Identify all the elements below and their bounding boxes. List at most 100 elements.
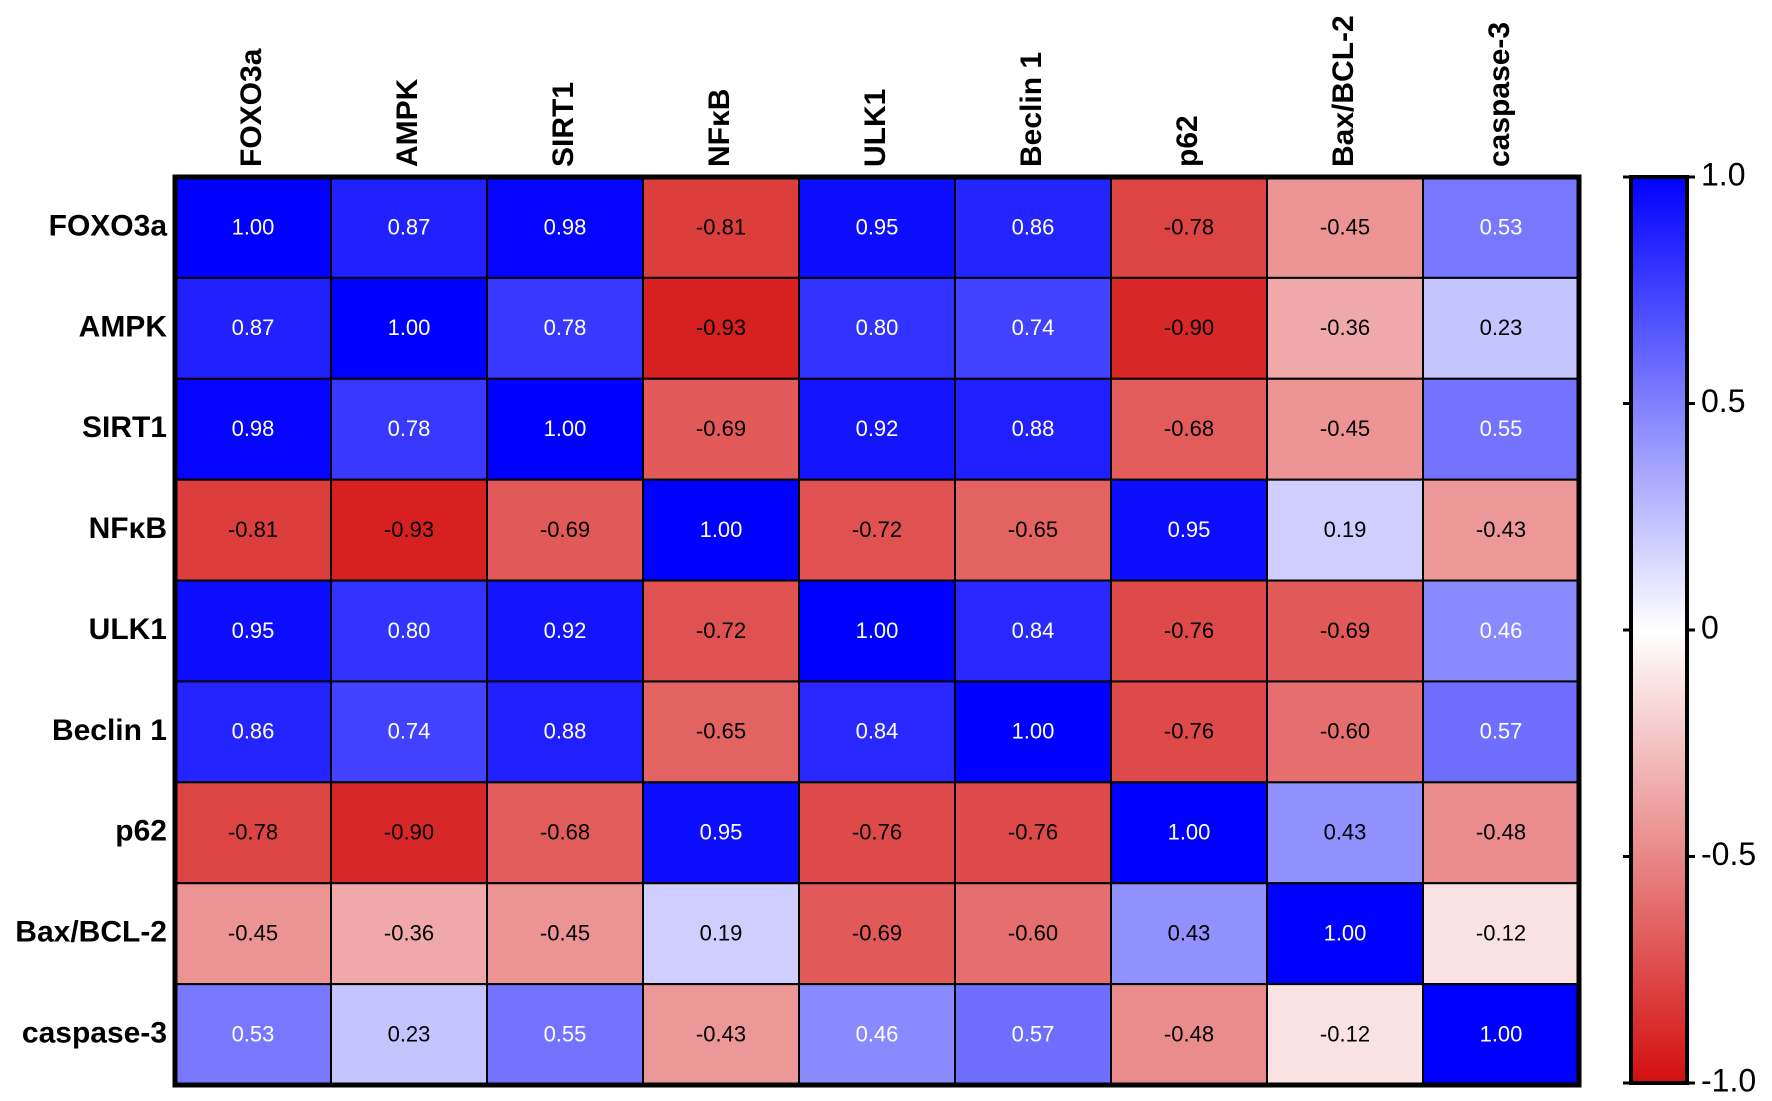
heatmap-cell bbox=[174, 478, 332, 582]
cell-label: 1.00 bbox=[700, 517, 743, 542]
colorbar-label: -0.5 bbox=[1701, 836, 1756, 872]
heatmap-cell bbox=[330, 478, 488, 582]
col-label: AMPK bbox=[391, 78, 424, 167]
cell-label: 0.57 bbox=[1012, 1021, 1055, 1046]
cell-label: 1.00 bbox=[1012, 719, 1055, 744]
heatmap-cell bbox=[1266, 680, 1424, 784]
row-label: p62 bbox=[115, 815, 167, 848]
cell-label: -0.65 bbox=[1008, 517, 1058, 542]
cell-label: -0.78 bbox=[228, 820, 278, 845]
cell-label: -0.45 bbox=[228, 920, 278, 945]
cell-label: 0.88 bbox=[1012, 416, 1055, 441]
cell-label: -0.45 bbox=[1320, 416, 1370, 441]
cell-label: 0.98 bbox=[544, 214, 587, 239]
cell-label: 0.95 bbox=[700, 820, 743, 845]
cell-label: -0.68 bbox=[1164, 416, 1214, 441]
heatmap-cell bbox=[174, 377, 332, 481]
cell-label: -0.69 bbox=[852, 920, 902, 945]
cell-label: 0.23 bbox=[1480, 315, 1523, 340]
cell-label: 0.74 bbox=[1012, 315, 1055, 340]
cell-label: 1.00 bbox=[856, 618, 899, 643]
cell-label: -0.43 bbox=[696, 1021, 746, 1046]
heatmap-cell bbox=[1110, 377, 1268, 481]
cell-label: -0.76 bbox=[1008, 820, 1058, 845]
cell-label: 1.00 bbox=[1168, 820, 1211, 845]
cell-label: -0.76 bbox=[852, 820, 902, 845]
cell-label: -0.72 bbox=[696, 618, 746, 643]
cell-label: -0.68 bbox=[540, 820, 590, 845]
col-label: p62 bbox=[1171, 115, 1204, 167]
cell-label: 0.43 bbox=[1168, 920, 1211, 945]
cell-label: -0.48 bbox=[1164, 1021, 1214, 1046]
heatmap-cell bbox=[642, 377, 800, 481]
heatmap-cell bbox=[798, 781, 956, 885]
cell-label: 0.55 bbox=[1480, 416, 1523, 441]
cell-label: 0.57 bbox=[1480, 719, 1523, 744]
heatmap-cell bbox=[642, 579, 800, 683]
heatmap-cell bbox=[486, 680, 644, 784]
row-label: NFκB bbox=[89, 512, 167, 545]
heatmap-cell bbox=[1266, 276, 1424, 380]
cell-label: 0.74 bbox=[388, 719, 431, 744]
heatmap-cell bbox=[486, 377, 644, 481]
heatmap-cell bbox=[798, 882, 956, 986]
cell-label: -0.48 bbox=[1476, 820, 1526, 845]
col-label: NFκB bbox=[703, 89, 736, 167]
cell-label: -0.65 bbox=[696, 719, 746, 744]
cell-label: 0.88 bbox=[544, 719, 587, 744]
cell-label: 0.19 bbox=[700, 920, 743, 945]
row-label: Beclin 1 bbox=[52, 714, 167, 747]
cell-label: 0.80 bbox=[388, 618, 431, 643]
cell-label: -0.45 bbox=[540, 920, 590, 945]
cell-label: -0.78 bbox=[1164, 214, 1214, 239]
heatmap-cell bbox=[1422, 579, 1580, 683]
col-label: FOXO3a bbox=[235, 48, 268, 167]
heatmap-cell bbox=[1422, 680, 1580, 784]
cell-label: -0.93 bbox=[696, 315, 746, 340]
heatmap-cell bbox=[798, 377, 956, 481]
cell-label: -0.69 bbox=[540, 517, 590, 542]
row-label: ULK1 bbox=[89, 613, 167, 646]
heatmap-cell bbox=[642, 680, 800, 784]
cell-label: -0.12 bbox=[1320, 1021, 1370, 1046]
heatmap-cell bbox=[954, 680, 1112, 784]
heatmap-cell bbox=[174, 680, 332, 784]
col-label: Beclin 1 bbox=[1015, 52, 1048, 167]
colorbar-label: -1.0 bbox=[1701, 1062, 1756, 1098]
heatmap-cell bbox=[1110, 276, 1268, 380]
cell-label: -0.72 bbox=[852, 517, 902, 542]
row-label: FOXO3a bbox=[49, 209, 168, 242]
heatmap-cell bbox=[330, 781, 488, 885]
cell-label: 0.98 bbox=[232, 416, 275, 441]
colorbar-label: 1.0 bbox=[1701, 156, 1745, 192]
heatmap-cell bbox=[1266, 176, 1424, 279]
heatmap-cell bbox=[330, 680, 488, 784]
cell-label: -0.69 bbox=[696, 416, 746, 441]
heatmap-cell bbox=[330, 176, 488, 279]
heatmap-border bbox=[172, 174, 1582, 1088]
cell-label: 0.95 bbox=[1168, 517, 1211, 542]
heatmap-cell bbox=[174, 276, 332, 380]
cell-label: 1.00 bbox=[388, 315, 431, 340]
heatmap-cell bbox=[954, 983, 1112, 1086]
cell-label: 1.00 bbox=[544, 416, 587, 441]
cell-label: -0.60 bbox=[1320, 719, 1370, 744]
cell-label: -0.12 bbox=[1476, 920, 1526, 945]
colorbar bbox=[1629, 175, 1689, 1085]
heatmap-cell bbox=[1110, 579, 1268, 683]
cell-label: -0.76 bbox=[1164, 618, 1214, 643]
col-label: caspase-3 bbox=[1483, 22, 1516, 167]
cell-label: 0.53 bbox=[232, 1021, 275, 1046]
cell-label: 0.43 bbox=[1324, 820, 1367, 845]
cell-label: 0.78 bbox=[544, 315, 587, 340]
cell-label: -0.60 bbox=[1008, 920, 1058, 945]
cell-label: 0.23 bbox=[388, 1021, 431, 1046]
col-label: SIRT1 bbox=[547, 82, 580, 167]
cell-label: -0.93 bbox=[384, 517, 434, 542]
cell-label: 0.86 bbox=[232, 719, 275, 744]
cell-label: 0.92 bbox=[544, 618, 587, 643]
row-label: Bax/BCL-2 bbox=[15, 916, 167, 949]
heatmap-cell bbox=[486, 579, 644, 683]
cell-label: -0.36 bbox=[1320, 315, 1370, 340]
